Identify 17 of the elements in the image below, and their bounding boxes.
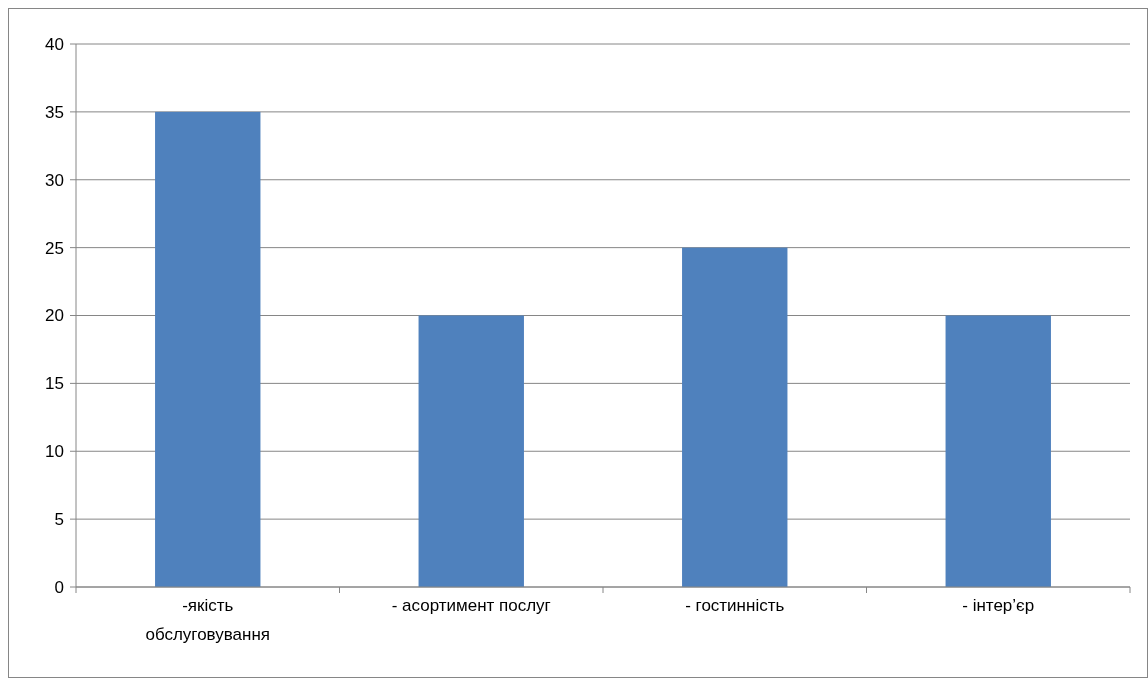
x-tick-label: - інтер’єр	[962, 596, 1035, 615]
y-tick-label: 20	[45, 306, 64, 326]
y-tick-label: 30	[45, 170, 64, 190]
bar	[155, 111, 261, 587]
y-tick-label: 25	[45, 238, 64, 258]
y-tick-label: 10	[45, 442, 64, 462]
x-tick-label: - гостинність	[685, 596, 785, 615]
bar	[945, 315, 1051, 587]
y-tick-label: 0	[54, 577, 64, 597]
x-tick-label: - асортимент послуг	[391, 596, 551, 615]
bar	[418, 315, 524, 587]
y-tick-label: 5	[54, 510, 64, 530]
y-tick-label: 35	[45, 102, 64, 122]
y-tick-label: 40	[45, 34, 64, 54]
bar	[682, 247, 788, 587]
x-tick-label: -якість обслуговування	[145, 596, 271, 644]
y-tick-label: 15	[45, 374, 64, 394]
